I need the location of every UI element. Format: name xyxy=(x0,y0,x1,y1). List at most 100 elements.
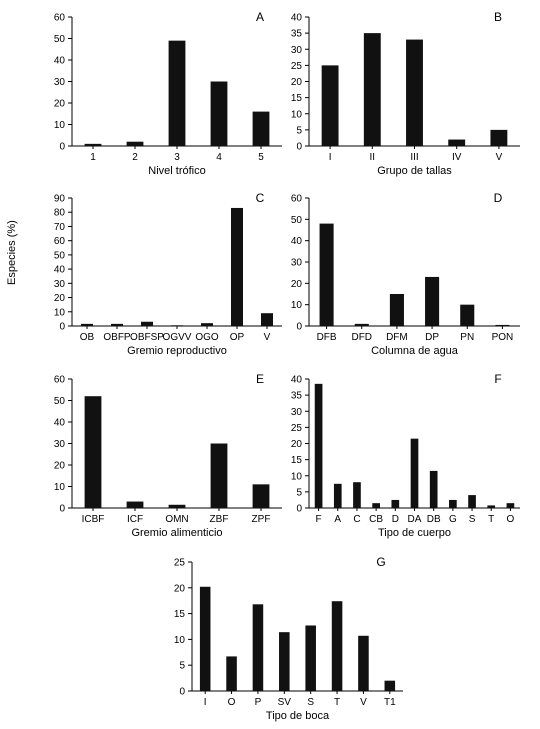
panel-f-x-tick-label: CB xyxy=(369,514,383,525)
panel-g-y-tick-label: 15 xyxy=(174,609,186,620)
panel-f-x-tick-label: DB xyxy=(427,514,441,525)
panel-f-bar xyxy=(449,499,457,508)
panel-b-y-tick-label: 10 xyxy=(291,109,303,120)
panel-a-bar xyxy=(84,143,102,146)
panel-d-bar xyxy=(425,276,440,326)
panel-g-x-tick-label: O xyxy=(228,697,236,708)
panel-e-bar xyxy=(126,501,144,508)
panel-g-bar xyxy=(279,632,290,691)
panel-e-letter: E xyxy=(256,372,264,386)
panel-e-x-tick-label: ZBF xyxy=(210,514,229,525)
panel-f-bar xyxy=(468,495,476,508)
panel-b-bar xyxy=(490,129,508,146)
panel-d-bar xyxy=(319,223,334,326)
panel-a-bar xyxy=(210,81,228,146)
panel-b-y-tick-label: 5 xyxy=(296,125,302,136)
panel-f-x-tick-label: S xyxy=(469,514,476,525)
panel-f-y-tick-label: 10 xyxy=(291,471,303,482)
panel-f-x-tick-label: O xyxy=(507,514,515,525)
panel-b-bar xyxy=(363,33,381,146)
panel-b-y-tick-label: 30 xyxy=(291,45,303,56)
panel-e-x-tick-label: ICBF xyxy=(82,514,105,525)
panel-f-y-tick-label: 30 xyxy=(291,407,303,418)
panel-a-y-tick-label: 30 xyxy=(54,77,66,88)
panel-e-y-tick-label: 50 xyxy=(54,396,66,407)
panel-b-y-tick-label: 0 xyxy=(296,142,302,153)
panel-e-x-tick-label: ZPF xyxy=(252,514,271,525)
panel-b-y-tick-label: 25 xyxy=(291,61,303,72)
panel-a-bar xyxy=(252,111,270,146)
panel-c-y-tick-label: 70 xyxy=(54,222,66,233)
panel-f-y-tick-label: 35 xyxy=(291,391,303,402)
panel-b-bar xyxy=(448,139,466,146)
panel-c-x-tick-label: OGVV xyxy=(163,332,192,343)
panel-f-x-tick-label: T xyxy=(488,514,494,525)
panel-b-y-tick-label: 40 xyxy=(291,13,303,24)
panel-b-letter: B xyxy=(494,10,502,24)
panel-g-x-tick-label: I xyxy=(204,697,207,708)
panel-a-y-tick-label: 20 xyxy=(54,99,66,110)
panel-e-x-axis-label: Gremio alimenticio xyxy=(131,527,222,539)
panel-c-x-tick-label: V xyxy=(264,332,271,343)
panel-c-x-tick-label: OGO xyxy=(195,332,219,343)
panel-c-bar xyxy=(171,325,183,326)
panel-a-y-tick-label: 40 xyxy=(54,56,66,67)
panel-a-x-tick-label: 2 xyxy=(132,152,138,163)
panel-g-x-tick-label: T1 xyxy=(384,697,396,708)
panel-c-x-axis-label: Gremio reproductivo xyxy=(127,345,227,357)
panel-c-y-tick-label: 20 xyxy=(54,293,66,304)
panel-a-letter: A xyxy=(256,10,264,24)
panel-g-x-tick-label: P xyxy=(255,697,262,708)
panel-f-bar xyxy=(314,383,323,508)
panel-g-bar xyxy=(331,601,343,691)
panel-e-y-tick-label: 30 xyxy=(54,439,66,450)
panel-e-y-tick-label: 10 xyxy=(54,482,66,493)
panel-g-bar xyxy=(358,635,369,691)
panel-c-letter: C xyxy=(256,191,265,205)
panel-c-x-tick-label: OP xyxy=(230,332,245,343)
panel-b-x-tick-label: II xyxy=(370,152,376,163)
panel-c-y-tick-label: 90 xyxy=(54,194,66,205)
panel-f-y-tick-label: 20 xyxy=(291,439,303,450)
panel-b-x-tick-label: V xyxy=(496,152,503,163)
panel-d-y-tick-label: 30 xyxy=(291,258,303,269)
panel-c-bar xyxy=(201,323,213,326)
panel-a-y-tick-label: 50 xyxy=(54,34,66,45)
panel-f-bar xyxy=(333,483,342,508)
panel-f-bar xyxy=(487,505,496,508)
panel-f-letter: F xyxy=(494,372,501,386)
panel-g-x-tick-label: V xyxy=(360,697,367,708)
panel-d-x-tick-label: DFB xyxy=(317,332,337,343)
panel-c-bar xyxy=(111,323,123,326)
panel-c-y-tick-label: 40 xyxy=(54,265,66,276)
panel-c-y-tick-label: 10 xyxy=(54,307,66,318)
panel-f-y-tick-label: 5 xyxy=(296,487,302,498)
panel-g-x-tick-label: SV xyxy=(278,697,292,708)
panel-g-y-tick-label: 25 xyxy=(174,558,186,569)
panel-g-y-tick-label: 10 xyxy=(174,635,186,646)
panel-f-bar xyxy=(391,499,400,508)
panel-d-y-tick-label: 10 xyxy=(291,300,303,311)
panel-d-x-tick-label: PN xyxy=(460,332,474,343)
panel-f-x-tick-label: A xyxy=(334,514,341,525)
panel-b-y-tick-label: 35 xyxy=(291,29,303,40)
panel-a-y-tick-label: 60 xyxy=(54,13,66,24)
panel-e-y-tick-label: 20 xyxy=(54,461,66,472)
panel-g-y-tick-label: 5 xyxy=(179,661,185,672)
panel-b-y-tick-label: 20 xyxy=(291,77,303,88)
panel-b-x-axis-label: Grupo de tallas xyxy=(377,165,452,177)
panel-c-x-tick-label: OBFP xyxy=(103,332,131,343)
panel-e-y-tick-label: 60 xyxy=(54,375,66,386)
panel-g-y-tick-label: 0 xyxy=(179,687,185,698)
panel-a-x-tick-label: 3 xyxy=(174,152,180,163)
panel-f-y-tick-label: 40 xyxy=(291,375,303,386)
panel-f-bar xyxy=(429,470,438,508)
panel-a-x-axis-label: Nivel trófico xyxy=(148,165,205,177)
panel-a-bar xyxy=(168,40,186,146)
panel-e-y-tick-label: 40 xyxy=(54,418,66,429)
panel-d-y-tick-label: 0 xyxy=(296,322,302,333)
panel-f-bar xyxy=(372,503,380,508)
panel-a-y-tick-label: 10 xyxy=(54,120,66,131)
panel-b-x-tick-label: III xyxy=(410,152,418,163)
panel-g-bar xyxy=(226,656,237,691)
